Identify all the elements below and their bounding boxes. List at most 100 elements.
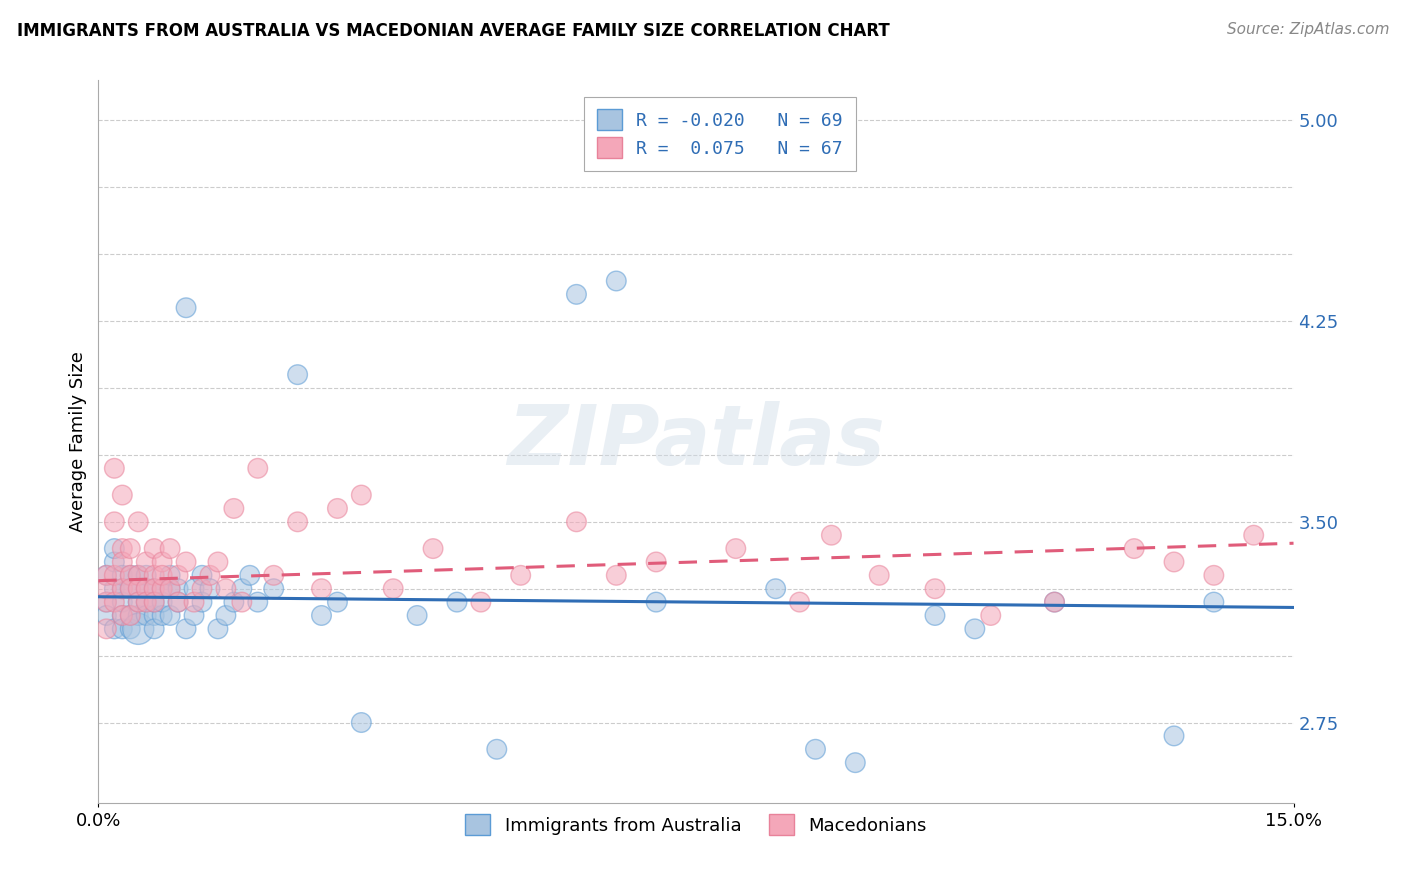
Point <box>239 568 262 582</box>
Point <box>222 595 245 609</box>
Point <box>159 582 181 596</box>
Point <box>103 622 125 636</box>
Point <box>103 461 125 475</box>
Point <box>135 595 157 609</box>
Point <box>183 582 205 596</box>
Point <box>191 568 214 582</box>
Point <box>804 742 827 756</box>
Point <box>120 582 142 596</box>
Point <box>924 608 946 623</box>
Point <box>311 582 333 596</box>
Point <box>311 608 333 623</box>
Point <box>765 582 787 596</box>
Text: ZIPatlas: ZIPatlas <box>508 401 884 482</box>
Point <box>96 595 118 609</box>
Point <box>485 742 508 756</box>
Point <box>135 568 157 582</box>
Point <box>96 622 118 636</box>
Point <box>191 582 214 596</box>
Point <box>143 608 166 623</box>
Point <box>127 622 149 636</box>
Point <box>111 488 134 502</box>
Point <box>1202 595 1225 609</box>
Point <box>96 595 118 609</box>
Text: Source: ZipAtlas.com: Source: ZipAtlas.com <box>1226 22 1389 37</box>
Point <box>326 501 349 516</box>
Point <box>198 582 221 596</box>
Point <box>143 582 166 596</box>
Point <box>174 301 197 315</box>
Point <box>103 595 125 609</box>
Point <box>326 595 349 609</box>
Point <box>350 715 373 730</box>
Point <box>470 595 492 609</box>
Point <box>150 582 173 596</box>
Point <box>422 541 444 556</box>
Point <box>246 461 269 475</box>
Point <box>263 582 285 596</box>
Point <box>1163 729 1185 743</box>
Point <box>222 501 245 516</box>
Point <box>120 608 142 623</box>
Point <box>120 568 142 582</box>
Point <box>198 568 221 582</box>
Point <box>150 595 173 609</box>
Point <box>167 568 190 582</box>
Point <box>207 622 229 636</box>
Point <box>127 595 149 609</box>
Point <box>96 568 118 582</box>
Point <box>120 541 142 556</box>
Point <box>103 582 125 596</box>
Point <box>868 568 890 582</box>
Point <box>127 582 149 596</box>
Point <box>150 608 173 623</box>
Point <box>1243 528 1265 542</box>
Point <box>135 582 157 596</box>
Point <box>111 555 134 569</box>
Point <box>231 582 253 596</box>
Point <box>143 568 166 582</box>
Point <box>120 582 142 596</box>
Point <box>111 622 134 636</box>
Point <box>143 622 166 636</box>
Point <box>844 756 866 770</box>
Point <box>111 595 134 609</box>
Point <box>167 595 190 609</box>
Point <box>1202 568 1225 582</box>
Point <box>127 568 149 582</box>
Point <box>135 595 157 609</box>
Point <box>127 608 149 623</box>
Point <box>103 515 125 529</box>
Point <box>263 568 285 582</box>
Point <box>111 582 134 596</box>
Text: IMMIGRANTS FROM AUSTRALIA VS MACEDONIAN AVERAGE FAMILY SIZE CORRELATION CHART: IMMIGRANTS FROM AUSTRALIA VS MACEDONIAN … <box>17 22 890 40</box>
Point <box>135 608 157 623</box>
Point <box>645 555 668 569</box>
Point <box>406 608 429 623</box>
Point <box>103 541 125 556</box>
Point <box>135 555 157 569</box>
Point <box>174 622 197 636</box>
Point <box>127 568 149 582</box>
Point <box>120 622 142 636</box>
Point <box>111 568 134 582</box>
Point <box>287 368 309 382</box>
Point <box>159 568 181 582</box>
Point <box>159 541 181 556</box>
Point <box>111 582 134 596</box>
Point <box>820 528 842 542</box>
Point <box>207 555 229 569</box>
Point <box>103 555 125 569</box>
Point <box>350 488 373 502</box>
Point <box>111 608 134 623</box>
Point <box>150 568 173 582</box>
Point <box>231 595 253 609</box>
Point <box>167 595 190 609</box>
Y-axis label: Average Family Size: Average Family Size <box>69 351 87 532</box>
Point <box>120 608 142 623</box>
Point <box>143 595 166 609</box>
Point <box>135 582 157 596</box>
Point <box>159 582 181 596</box>
Legend: Immigrants from Australia, Macedonians: Immigrants from Australia, Macedonians <box>456 805 936 845</box>
Point <box>143 595 166 609</box>
